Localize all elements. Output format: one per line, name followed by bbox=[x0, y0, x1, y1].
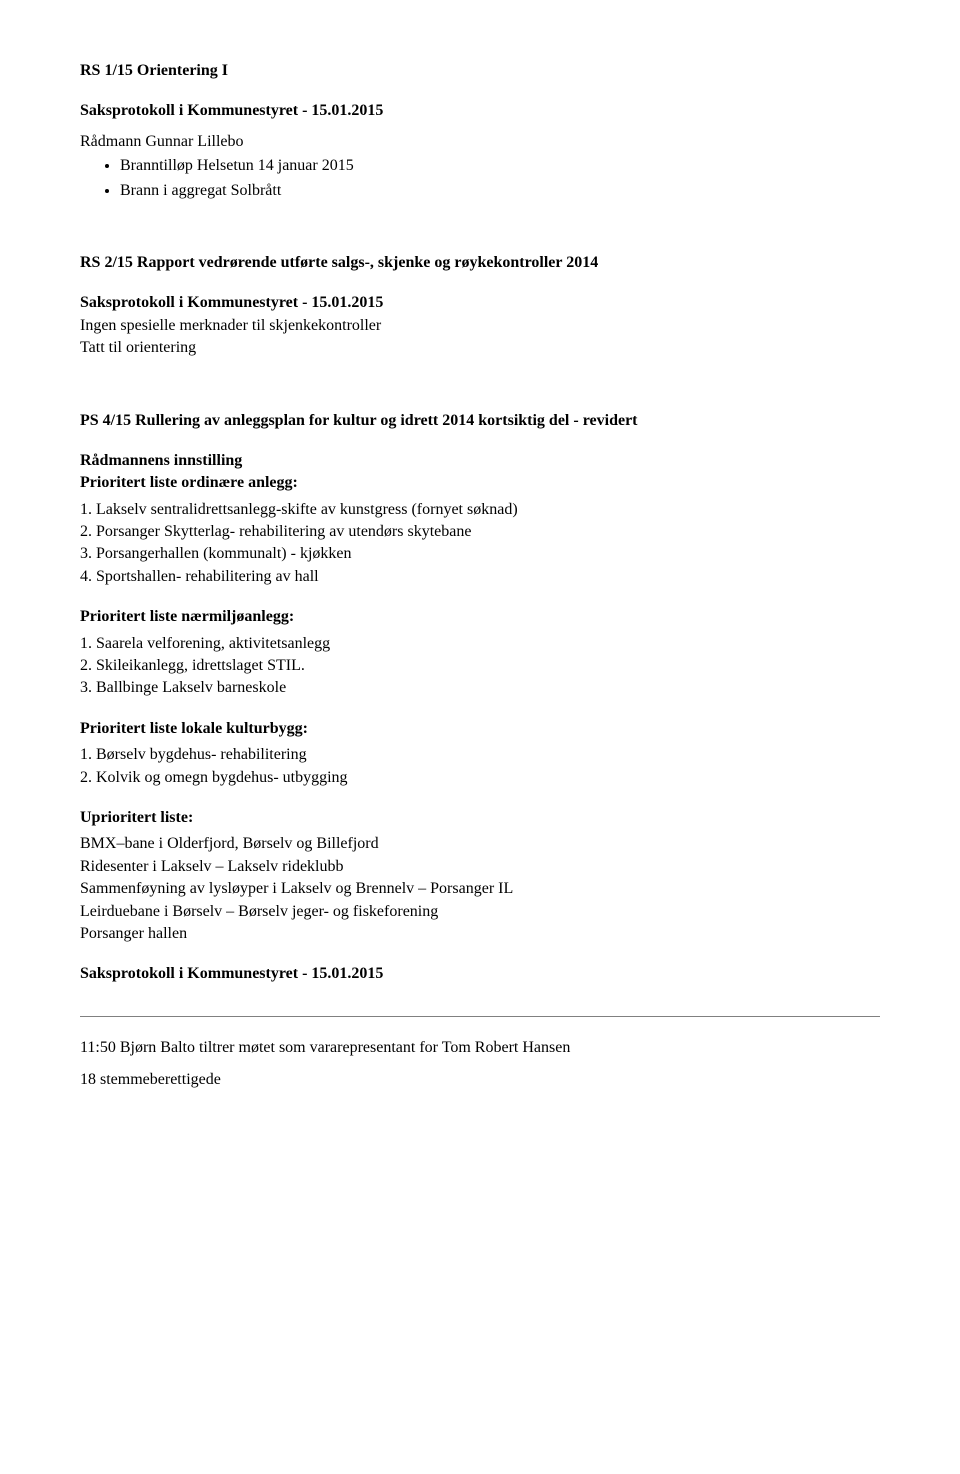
section-title: RS 1/15 Orientering I bbox=[80, 60, 880, 82]
section-ps-4-15: PS 4/15 Rullering av anleggsplan for kul… bbox=[80, 410, 880, 986]
bullet-item: Brann i aggregat Solbrått bbox=[120, 180, 880, 202]
footer-line: 11:50 Bjørn Balto tiltrer møtet som vara… bbox=[80, 1037, 880, 1059]
unordered-list: BMX–bane i Olderfjord, Børselv og Billef… bbox=[80, 833, 880, 945]
author-line: Rådmann Gunnar Lillebo bbox=[80, 131, 880, 153]
section-rs-2-15: RS 2/15 Rapport vedrørende utførte salgs… bbox=[80, 252, 880, 360]
list-item: 1. Saarela velforening, aktivitetsanlegg bbox=[80, 633, 880, 655]
list-item: 4. Sportshallen- rehabilitering av hall bbox=[80, 566, 880, 588]
ordered-list: 1. Børselv bygdehus- rehabilitering 2. K… bbox=[80, 744, 880, 789]
section-title: RS 2/15 Rapport vedrørende utførte salgs… bbox=[80, 252, 880, 274]
list-item: Porsanger hallen bbox=[80, 923, 880, 945]
list-item: Ridesenter i Lakselv – Lakselv rideklubb bbox=[80, 856, 880, 878]
section-title: PS 4/15 Rullering av anleggsplan for kul… bbox=[80, 410, 880, 432]
body-text: Tatt til orientering bbox=[80, 337, 880, 359]
list-heading: Uprioritert liste: bbox=[80, 807, 880, 829]
list-item: 2. Kolvik og omegn bygdehus- utbygging bbox=[80, 767, 880, 789]
list-item: BMX–bane i Olderfjord, Børselv og Billef… bbox=[80, 833, 880, 855]
horizontal-rule bbox=[80, 1016, 880, 1017]
list-item: 2. Skileikanlegg, idrettslaget STIL. bbox=[80, 655, 880, 677]
section-subtitle: Saksprotokoll i Kommunestyret - 15.01.20… bbox=[80, 292, 880, 314]
footer-line: 18 stemmeberettigede bbox=[80, 1069, 880, 1091]
list-item: 3. Ballbinge Lakselv barneskole bbox=[80, 677, 880, 699]
section-subtitle: Rådmannens innstilling bbox=[80, 450, 880, 472]
section-footer-heading: Saksprotokoll i Kommunestyret - 15.01.20… bbox=[80, 963, 880, 985]
footer-block: 11:50 Bjørn Balto tiltrer møtet som vara… bbox=[80, 1037, 880, 1092]
ordered-list: 1. Saarela velforening, aktivitetsanlegg… bbox=[80, 633, 880, 700]
list-item: 1. Lakselv sentralidrettsanlegg-skifte a… bbox=[80, 499, 880, 521]
section-rs-1-15: RS 1/15 Orientering I Saksprotokoll i Ko… bbox=[80, 60, 880, 202]
list-item: Leirduebane i Børselv – Børselv jeger- o… bbox=[80, 901, 880, 923]
list-item: Sammenføyning av lysløyper i Lakselv og … bbox=[80, 878, 880, 900]
list-heading: Prioritert liste ordinære anlegg: bbox=[80, 472, 880, 494]
list-heading: Prioritert liste lokale kulturbygg: bbox=[80, 718, 880, 740]
list-item: 3. Porsangerhallen (kommunalt) - kjøkken bbox=[80, 543, 880, 565]
list-item: 2. Porsanger Skytterlag- rehabilitering … bbox=[80, 521, 880, 543]
bullet-item: Branntilløp Helsetun 14 januar 2015 bbox=[120, 155, 880, 177]
list-item: 1. Børselv bygdehus- rehabilitering bbox=[80, 744, 880, 766]
body-text: Ingen spesielle merknader til skjenkekon… bbox=[80, 315, 880, 337]
ordered-list: 1. Lakselv sentralidrettsanlegg-skifte a… bbox=[80, 499, 880, 589]
bullet-list: Branntilløp Helsetun 14 januar 2015 Bran… bbox=[80, 155, 880, 202]
section-subtitle: Saksprotokoll i Kommunestyret - 15.01.20… bbox=[80, 100, 880, 122]
list-heading: Prioritert liste nærmiljøanlegg: bbox=[80, 606, 880, 628]
